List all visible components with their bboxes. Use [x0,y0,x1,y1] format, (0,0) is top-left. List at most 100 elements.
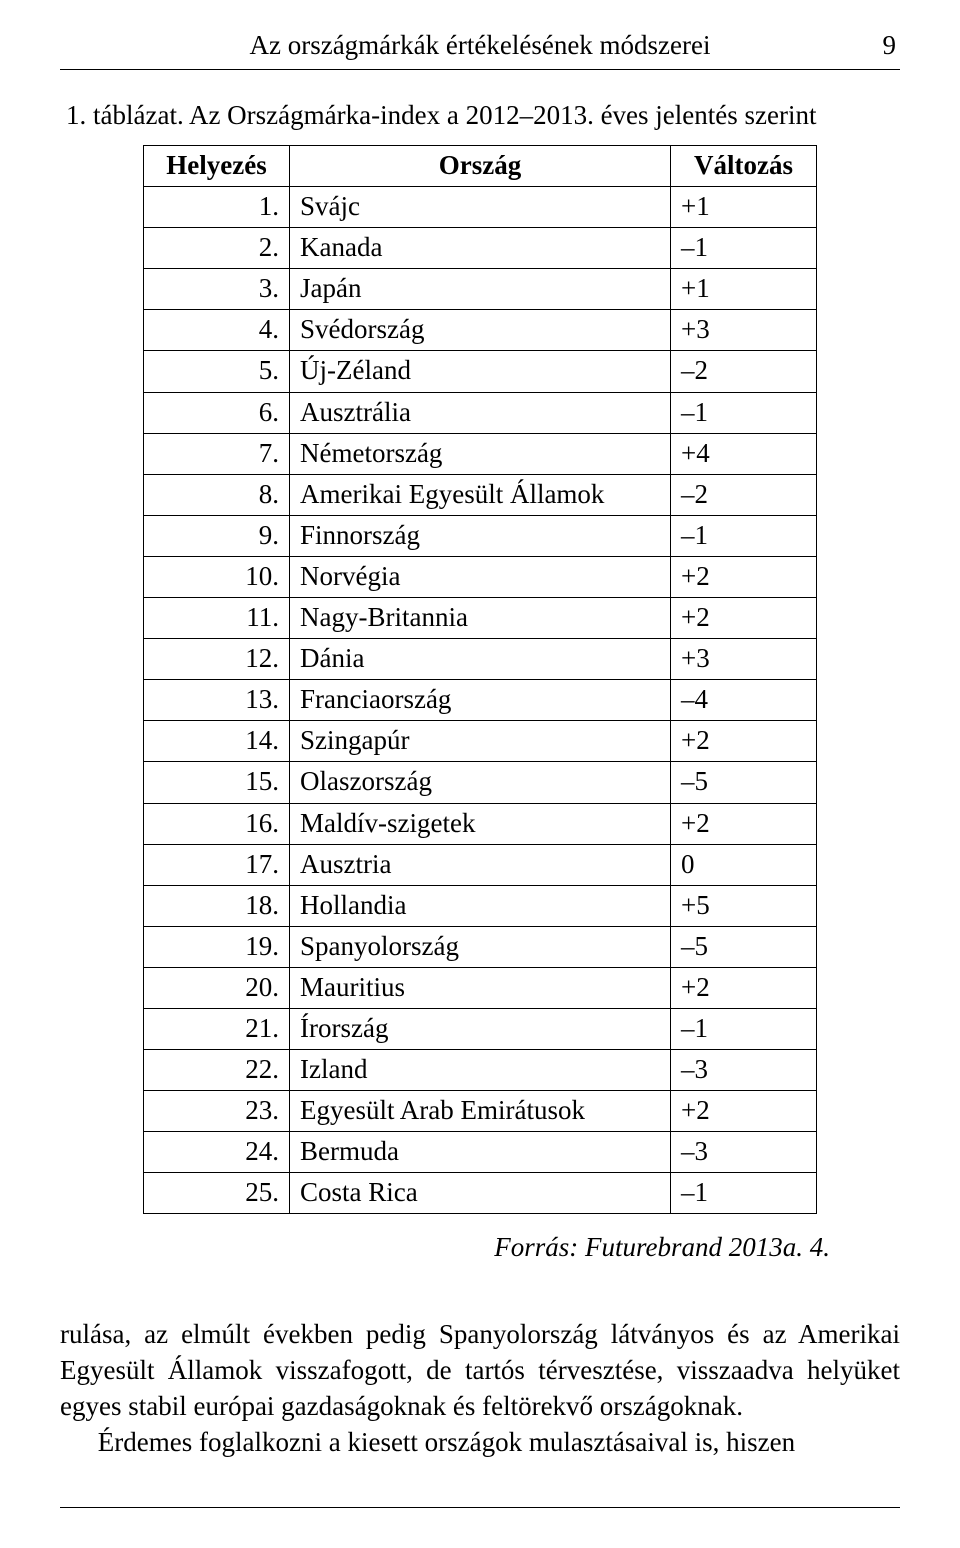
cell-rank: 14. [144,721,290,762]
cell-change: +3 [671,639,817,680]
cell-rank: 24. [144,1132,290,1173]
table-row: 25.Costa Rica–1 [144,1173,817,1214]
cell-country: Bermuda [290,1132,671,1173]
cell-change: +5 [671,885,817,926]
table-row: 6.Ausztrália–1 [144,392,817,433]
header-rule [60,69,900,70]
cell-rank: 13. [144,680,290,721]
table-row: 4.Svédország+3 [144,310,817,351]
cell-change: –1 [671,1173,817,1214]
table-row: 11.Nagy-Britannia+2 [144,598,817,639]
cell-change: +3 [671,310,817,351]
table-row: 17.Ausztria0 [144,844,817,885]
cell-country: Svájc [290,187,671,228]
cell-country: Nagy-Britannia [290,598,671,639]
col-header-change: Változás [671,146,817,187]
table-caption: 1. táblázat. Az Országmárka-index a 2012… [60,100,900,131]
table-row: 10.Norvégia+2 [144,556,817,597]
cell-change: –5 [671,926,817,967]
table-row: 15.Olaszország–5 [144,762,817,803]
cell-country: Izland [290,1050,671,1091]
cell-rank: 20. [144,967,290,1008]
cell-change: +2 [671,721,817,762]
cell-rank: 22. [144,1050,290,1091]
cell-country: Amerikai Egyesült Államok [290,474,671,515]
cell-change: +1 [671,187,817,228]
cell-change: –1 [671,228,817,269]
cell-change: –3 [671,1132,817,1173]
cell-country: Írország [290,1008,671,1049]
cell-rank: 4. [144,310,290,351]
cell-rank: 8. [144,474,290,515]
col-header-country: Ország [290,146,671,187]
cell-country: Mauritius [290,967,671,1008]
cell-change: –3 [671,1050,817,1091]
table-row: 7.Németország+4 [144,433,817,474]
cell-country: Kanada [290,228,671,269]
cell-change: +2 [671,803,817,844]
cell-change: –1 [671,1008,817,1049]
cell-country: Szingapúr [290,721,671,762]
cell-rank: 2. [144,228,290,269]
table-row: 16.Maldív-szigetek+2 [144,803,817,844]
cell-change: –2 [671,351,817,392]
cell-country: Norvégia [290,556,671,597]
cell-country: Németország [290,433,671,474]
cell-change: –4 [671,680,817,721]
cell-country: Olaszország [290,762,671,803]
table-row: 8.Amerikai Egyesült Államok–2 [144,474,817,515]
cell-rank: 12. [144,639,290,680]
cell-country: Franciaország [290,680,671,721]
table-row: 19.Spanyolország–5 [144,926,817,967]
cell-country: Egyesült Arab Emirátusok [290,1091,671,1132]
col-header-rank: Helyezés [144,146,290,187]
cell-change: +4 [671,433,817,474]
cell-change: +2 [671,598,817,639]
cell-change: 0 [671,844,817,885]
cell-country: Finnország [290,515,671,556]
paragraph: rulása, az elmúlt években pedig Spanyolo… [60,1317,900,1425]
table-row: 14.Szingapúr+2 [144,721,817,762]
table-row: 18.Hollandia+5 [144,885,817,926]
cell-change: –1 [671,515,817,556]
cell-change: +1 [671,269,817,310]
cell-rank: 17. [144,844,290,885]
table-row: 1.Svájc+1 [144,187,817,228]
cell-rank: 19. [144,926,290,967]
cell-change: +2 [671,967,817,1008]
table-row: 13.Franciaország–4 [144,680,817,721]
cell-change: –5 [671,762,817,803]
cell-change: +2 [671,556,817,597]
cell-rank: 5. [144,351,290,392]
table-header-row: Helyezés Ország Változás [144,146,817,187]
table-source: Forrás: Futurebrand 2013a. 4. [60,1232,830,1263]
running-header-title: Az országmárkák értékelésének módszerei [104,30,856,61]
cell-country: Maldív-szigetek [290,803,671,844]
cell-change: +2 [671,1091,817,1132]
cell-change: –1 [671,392,817,433]
cell-rank: 1. [144,187,290,228]
cell-rank: 16. [144,803,290,844]
cell-country: Costa Rica [290,1173,671,1214]
footer-rule [60,1507,900,1508]
cell-country: Svédország [290,310,671,351]
table-row: 3.Japán+1 [144,269,817,310]
table-row: 24.Bermuda–3 [144,1132,817,1173]
cell-change: –2 [671,474,817,515]
paragraph: Érdemes foglalkozni a kiesett országok m… [60,1425,900,1461]
cell-country: Japán [290,269,671,310]
country-brand-index-table: Helyezés Ország Változás 1.Svájc+12.Kana… [143,145,817,1214]
table-row: 21.Írország–1 [144,1008,817,1049]
page-number: 9 [856,30,896,61]
cell-rank: 7. [144,433,290,474]
cell-rank: 23. [144,1091,290,1132]
cell-country: Spanyolország [290,926,671,967]
table-row: 9.Finnország–1 [144,515,817,556]
cell-rank: 21. [144,1008,290,1049]
body-text: rulása, az elmúlt években pedig Spanyolo… [60,1317,900,1461]
table-row: 23.Egyesült Arab Emirátusok+2 [144,1091,817,1132]
cell-rank: 6. [144,392,290,433]
cell-rank: 3. [144,269,290,310]
cell-rank: 10. [144,556,290,597]
table-row: 5.Új-Zéland–2 [144,351,817,392]
